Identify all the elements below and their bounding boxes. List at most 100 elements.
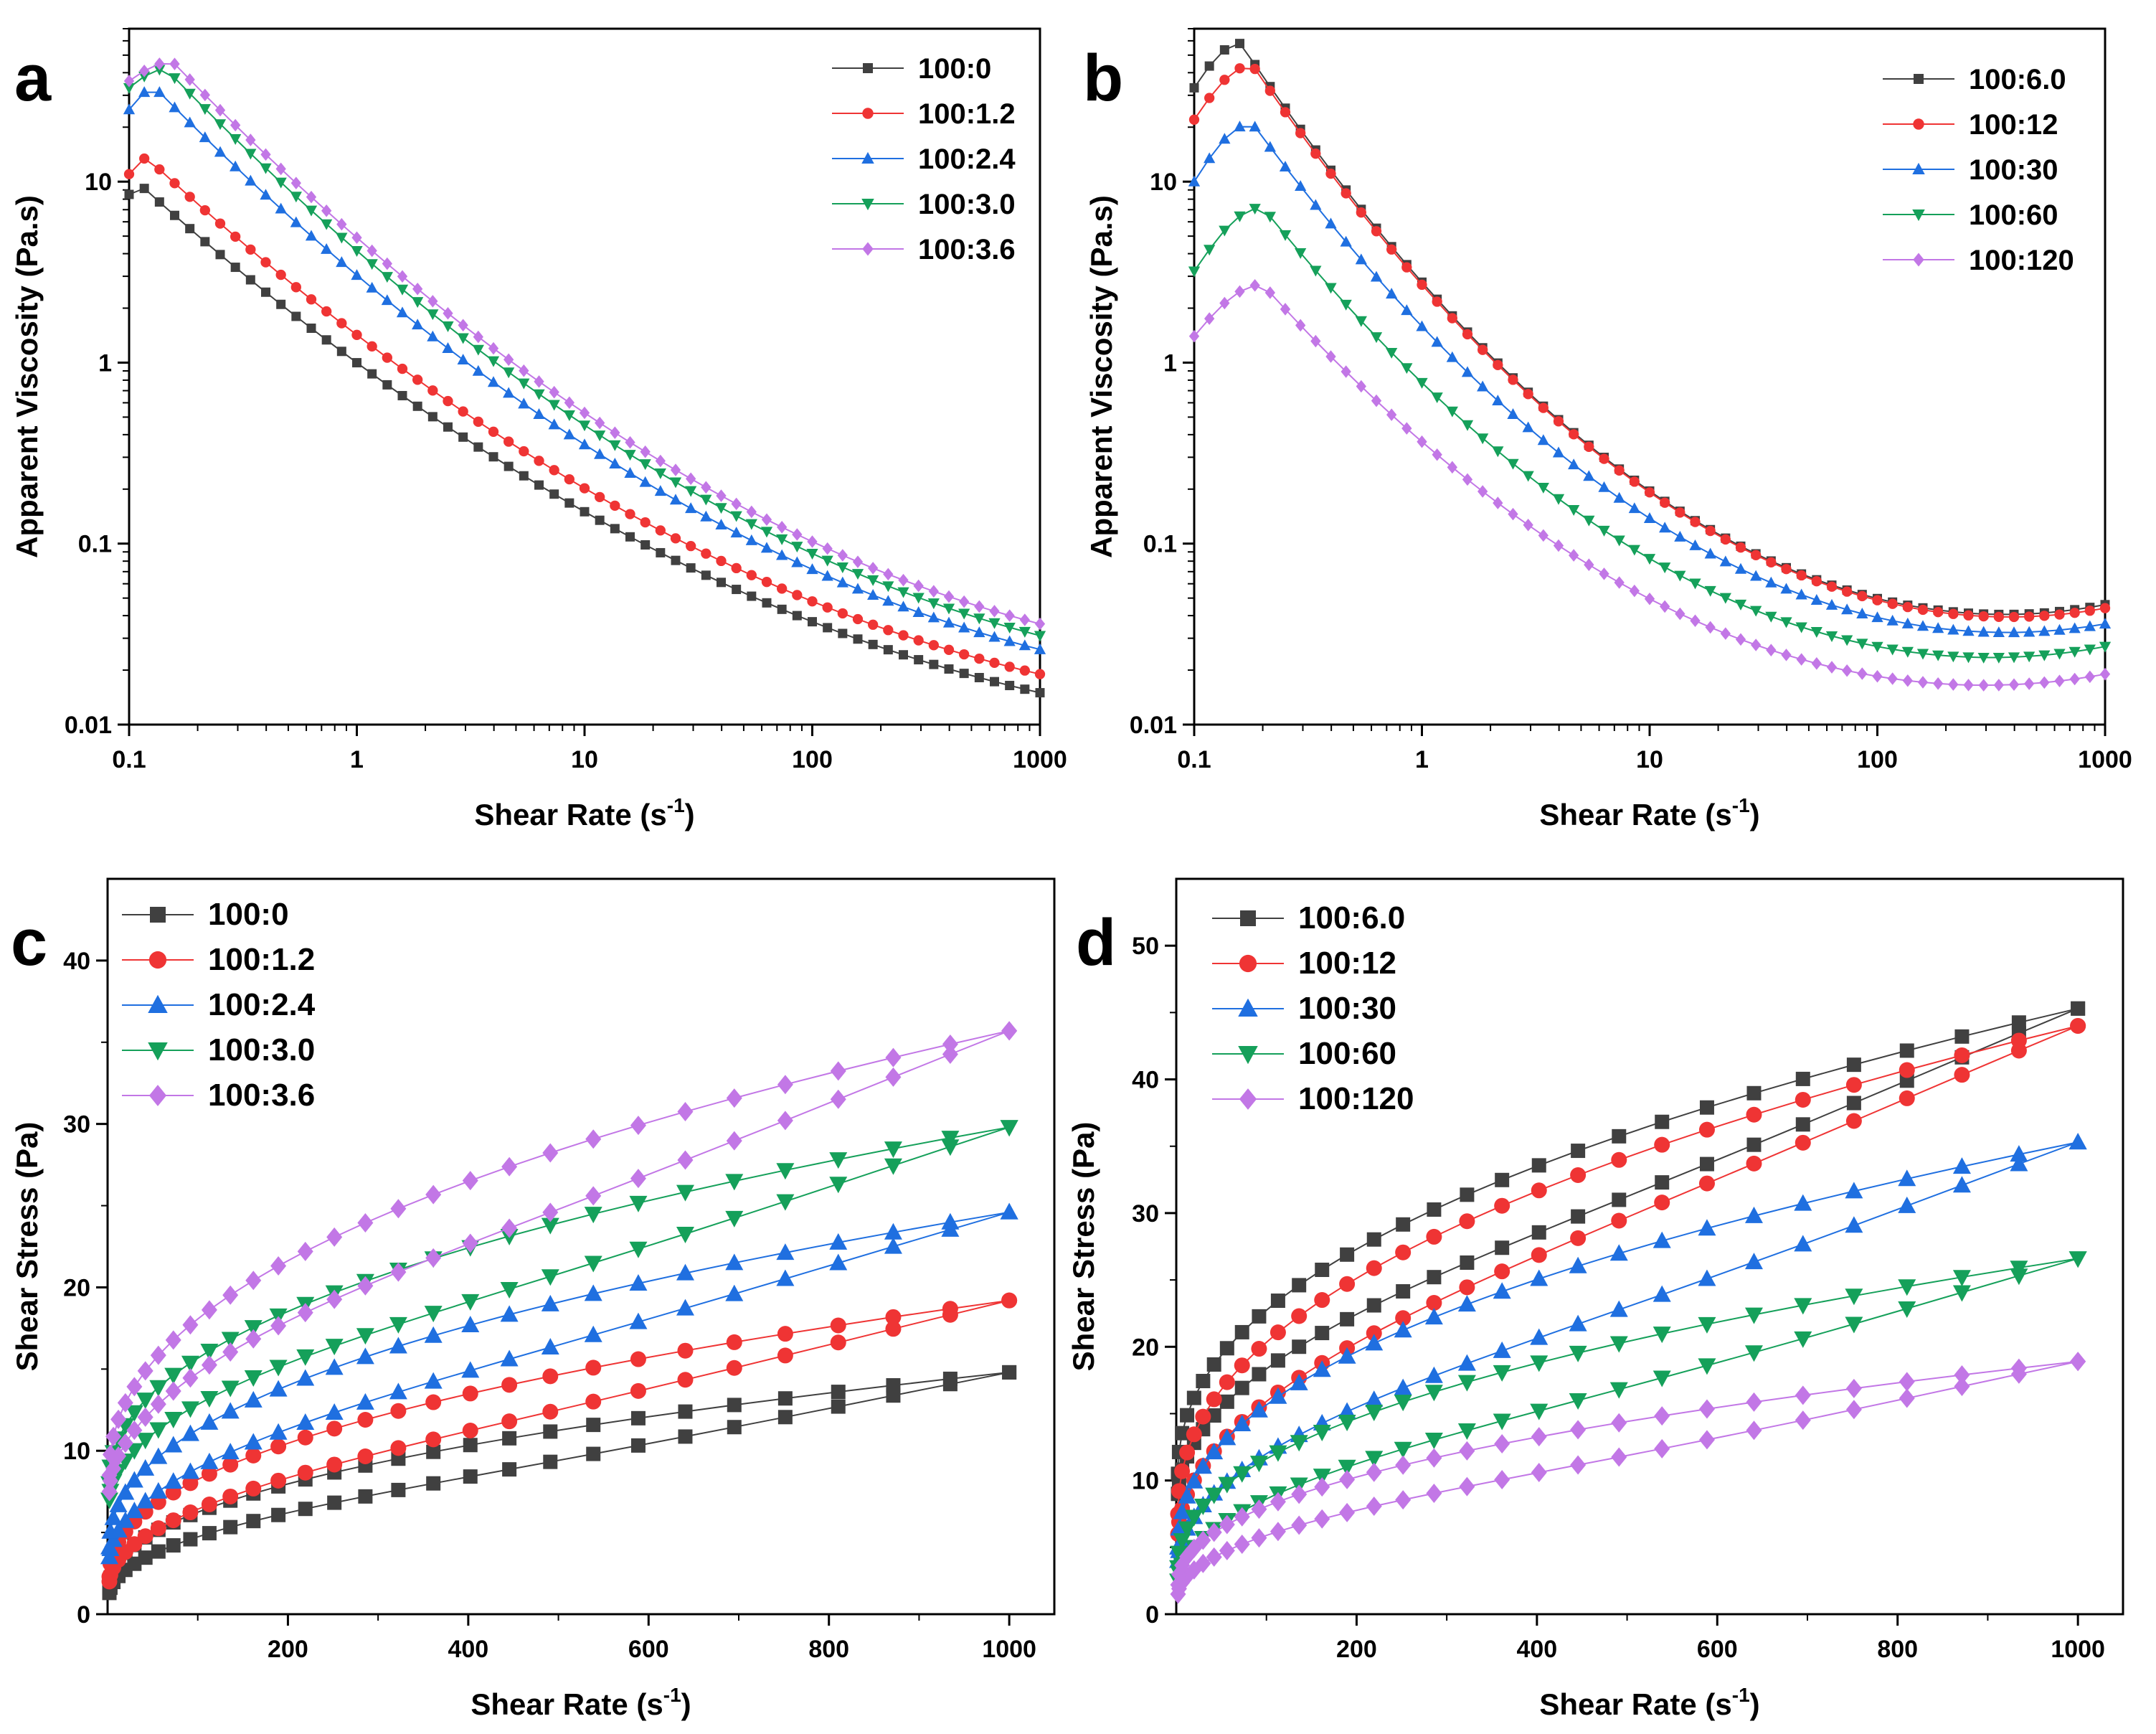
- data-point: [549, 385, 559, 399]
- data-point: [290, 282, 301, 293]
- data-point: [630, 1382, 646, 1399]
- data-point: [201, 1497, 217, 1513]
- data-point: [1204, 61, 1214, 71]
- y-axis-label: Apparent Viscosity (Pa.s): [1084, 195, 1118, 558]
- data-point: [630, 1438, 646, 1453]
- data-point: [1295, 128, 1306, 138]
- y-tick-label: 20: [1132, 1334, 1159, 1361]
- data-point: [868, 639, 878, 649]
- data-point: [700, 494, 712, 506]
- data-point: [777, 1391, 793, 1406]
- data-point: [244, 1433, 263, 1450]
- data-point: [488, 341, 499, 355]
- series-line: [128, 62, 1041, 625]
- data-point: [1569, 1256, 1587, 1273]
- data-point: [534, 456, 544, 466]
- data-point: [1219, 75, 1230, 85]
- data-point: [807, 596, 818, 607]
- data-point: [1583, 515, 1595, 527]
- data-point: [426, 1444, 441, 1459]
- data-point: [1902, 674, 1913, 687]
- data-point: [1001, 1021, 1018, 1041]
- data-point: [725, 1174, 744, 1191]
- data-point: [366, 259, 378, 270]
- data-point: [609, 458, 621, 468]
- data-point: [1704, 585, 1716, 597]
- data-point: [2068, 1133, 2087, 1150]
- data-point: [221, 1332, 240, 1349]
- data-point: [462, 1171, 478, 1191]
- data-point: [215, 250, 225, 260]
- data-point: [630, 1410, 646, 1426]
- data-point: [640, 445, 651, 458]
- x-tick-label: 10: [1636, 746, 1663, 773]
- data-point: [883, 625, 894, 636]
- data-point: [541, 1269, 559, 1286]
- data-point: [2053, 623, 2066, 635]
- data-point: [244, 1370, 263, 1387]
- data-point: [762, 598, 772, 608]
- data-point: [792, 528, 803, 541]
- data-point: [941, 1139, 960, 1156]
- legend-marker: [148, 994, 168, 1013]
- x-tick-label: 200: [268, 1636, 308, 1663]
- data-point: [1338, 1402, 1356, 1419]
- data-point: [2084, 644, 2096, 656]
- series-100:30: [1169, 1133, 2087, 1568]
- data-point: [1424, 1433, 1443, 1450]
- data-point: [136, 1433, 155, 1450]
- y-axis-label: Apparent Viscosity (Pa.s): [10, 195, 44, 558]
- data-point: [1180, 1408, 1195, 1423]
- data-point: [164, 1411, 183, 1428]
- data-point: [1270, 1353, 1285, 1368]
- data-point: [270, 1255, 287, 1276]
- data-point: [1583, 470, 1595, 481]
- data-point: [1431, 336, 1443, 347]
- data-point: [776, 1269, 795, 1286]
- data-point: [351, 231, 362, 245]
- data-point: [564, 498, 575, 508]
- data-point: [1846, 1095, 1861, 1111]
- data-point: [1977, 626, 1990, 637]
- data-point: [1570, 1420, 1587, 1440]
- data-point: [488, 452, 498, 462]
- data-point: [1898, 1301, 1916, 1319]
- data-point: [182, 1475, 199, 1492]
- data-point: [2008, 626, 2020, 638]
- data-point: [899, 650, 908, 660]
- data-point: [149, 1422, 168, 1439]
- data-point: [1609, 1244, 1628, 1261]
- data-point: [397, 270, 408, 283]
- data-point: [542, 1403, 559, 1420]
- data-point: [1291, 1515, 1308, 1535]
- data-point: [727, 1420, 742, 1435]
- data-point: [1494, 1197, 1510, 1214]
- data-point: [1719, 593, 1731, 604]
- data-point: [1886, 614, 1899, 626]
- data-point: [1173, 1502, 1191, 1519]
- data-point: [1219, 45, 1229, 55]
- data-point: [1644, 592, 1655, 606]
- legend-label: 100:30: [1298, 991, 1396, 1026]
- data-point: [701, 570, 711, 580]
- data-point: [457, 354, 469, 365]
- data-point: [2071, 1001, 2086, 1016]
- data-point: [1355, 253, 1367, 265]
- data-point: [776, 534, 788, 545]
- data-point: [838, 628, 848, 639]
- data-point: [1609, 1300, 1628, 1317]
- data-point: [1339, 1276, 1356, 1292]
- data-point: [1609, 1382, 1628, 1399]
- data-point: [1734, 599, 1747, 611]
- data-point: [1871, 611, 1883, 623]
- series-100:30: [1188, 121, 2112, 638]
- data-point: [541, 1217, 559, 1235]
- data-point: [1537, 482, 1549, 494]
- data-point: [1249, 204, 1261, 215]
- data-point: [586, 1446, 601, 1461]
- series-100:120: [1188, 279, 2111, 692]
- data-point: [202, 1526, 217, 1541]
- y-tick-label: 0: [1145, 1601, 1159, 1629]
- data-point: [686, 472, 696, 486]
- data-point: [1313, 1425, 1331, 1442]
